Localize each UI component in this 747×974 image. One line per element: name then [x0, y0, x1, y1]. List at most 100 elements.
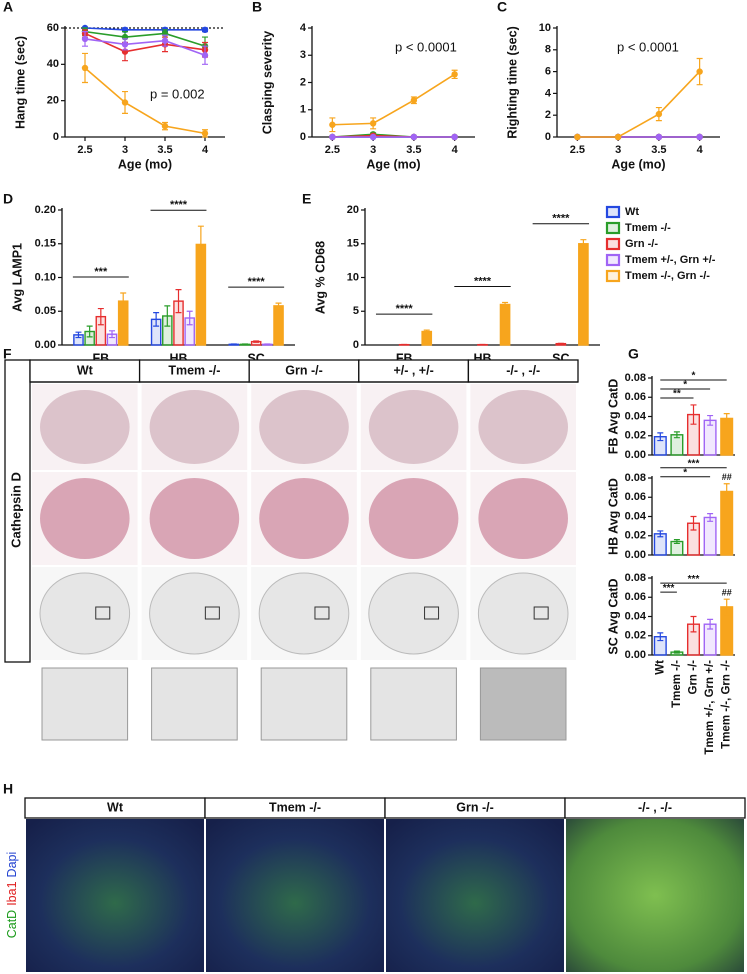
legend-label: Tmem -/- [625, 222, 671, 234]
error-bar [175, 289, 182, 314]
zoom-micrograph [370, 667, 457, 741]
error-bar [673, 650, 680, 654]
y-tick-label: 1 [300, 104, 306, 116]
y-tick-label: 20 [47, 95, 59, 107]
column-header: Wt [77, 363, 94, 377]
y-tick-label: 40 [47, 58, 59, 70]
significance-label: ** [673, 389, 681, 400]
y-tick-label: 0.05 [35, 305, 56, 317]
x-tick-label: 3 [122, 144, 128, 156]
legend-swatch [605, 253, 621, 267]
x-tick-label: Wt [654, 660, 666, 675]
bar [273, 305, 284, 346]
bar [421, 330, 433, 346]
data-point [696, 133, 703, 141]
y-tick-label: 0.00 [625, 449, 646, 461]
y-tick-label: 6 [545, 66, 551, 78]
column-header: -/- , -/- [638, 800, 672, 814]
column-header: Grn -/- [456, 800, 494, 814]
data-point [410, 133, 418, 141]
panel-letter: C [497, 0, 507, 15]
tissue-section [258, 572, 350, 655]
bar [499, 303, 511, 346]
error-bar [75, 331, 82, 339]
y-tick-label: 0 [353, 339, 359, 351]
y-tick-label: 0.02 [625, 630, 646, 642]
significance-label: *** [94, 266, 108, 278]
error-bar [673, 431, 680, 439]
data-point [614, 133, 622, 141]
error-bar [230, 343, 237, 346]
tissue-section [368, 390, 459, 464]
legend-label: Tmem -/-, Grn -/- [625, 270, 710, 282]
error-bar [707, 513, 714, 522]
error-bar [264, 343, 271, 346]
legend-swatch [605, 221, 621, 235]
legend-swatch [605, 237, 621, 251]
significance-label: * [683, 467, 687, 478]
column-header: Grn -/- [285, 363, 323, 377]
error-bar [197, 225, 204, 264]
significance-label: **** [552, 213, 570, 225]
y-tick-label: 4 [300, 22, 307, 34]
series-line [84, 30, 206, 47]
error-bar [673, 539, 680, 545]
stain-label-part: Dapi [5, 852, 19, 878]
inset-box [533, 606, 549, 620]
y-axis-label: FB Avg CatD [606, 379, 620, 454]
bar [703, 516, 717, 556]
fluorescence-image [386, 819, 564, 972]
tissue-section [39, 572, 131, 655]
error-bar [690, 615, 697, 633]
series-line [577, 71, 701, 138]
stain-label: CatD Iba1 Dapi [5, 852, 19, 939]
data-point [369, 133, 377, 141]
y-tick-label: 0.00 [625, 549, 646, 561]
error-bar [86, 325, 93, 338]
inset-box [95, 606, 111, 620]
data-point [655, 133, 663, 141]
x-tick-label: 3 [370, 144, 376, 156]
y-tick-label: 20 [347, 204, 359, 216]
legend-swatch [605, 269, 621, 283]
data-point [201, 130, 209, 137]
x-tick-label: 4 [202, 144, 209, 156]
y-tick-label: 0.00 [35, 339, 56, 351]
data-point [121, 99, 129, 106]
panel-letter: B [252, 0, 262, 15]
series-line [84, 67, 206, 135]
data-point [121, 41, 129, 48]
significance-label: *** [663, 583, 675, 594]
zoom-micrograph [151, 667, 238, 741]
y-tick-label: 0.08 [625, 372, 646, 384]
data-point [451, 133, 458, 141]
y-axis-label: Righting time (sec) [505, 26, 519, 139]
tissue-section [149, 478, 240, 559]
tissue-section [478, 478, 568, 559]
data-point [161, 122, 169, 130]
zoom-micrograph [479, 667, 567, 741]
tissue-section [368, 478, 459, 559]
data-point [201, 26, 209, 34]
y-tick-label: 2 [545, 109, 551, 121]
error-bar [657, 632, 664, 642]
stain-label-part: Iba1 [5, 881, 19, 905]
y-tick-label: 15 [347, 238, 359, 250]
y-tick-label: 0.04 [625, 610, 647, 622]
column-header: Tmem -/- [168, 363, 220, 377]
x-tick-label: 2.5 [325, 144, 340, 156]
error-bar [707, 618, 714, 630]
significance-label: *** [688, 458, 700, 469]
y-axis-label: Clasping severity [260, 31, 274, 135]
data-point [451, 71, 458, 78]
y-tick-label: 0.04 [625, 410, 647, 422]
data-point [201, 52, 209, 59]
y-tick-label: 0.15 [35, 238, 56, 250]
fluorescence-image [566, 819, 744, 972]
data-point [369, 120, 377, 127]
column-header: Wt [107, 800, 124, 814]
y-tick-label: 0.06 [625, 391, 646, 403]
tissue-section [259, 390, 349, 464]
tissue-section [478, 390, 568, 464]
